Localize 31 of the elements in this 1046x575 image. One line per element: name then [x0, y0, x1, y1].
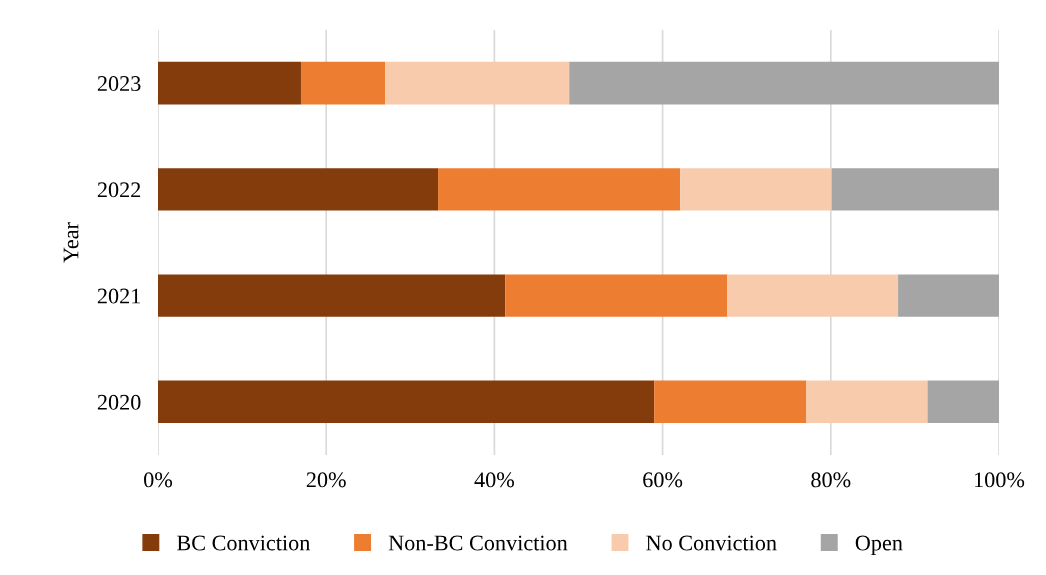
- bar: [569, 61, 999, 105]
- legend-label: BC Conviction: [177, 535, 311, 551]
- bar: [680, 168, 832, 211]
- x-tick-label: 20%: [306, 472, 346, 488]
- legend-label: No Conviction: [646, 535, 777, 551]
- bar: [654, 380, 807, 424]
- bar: [898, 274, 999, 317]
- y-axis-title: Year: [63, 222, 79, 263]
- bar: [158, 380, 655, 424]
- bar: [505, 274, 728, 317]
- x-tick-label: 60%: [643, 472, 683, 488]
- bar: [727, 274, 899, 317]
- bar: [158, 274, 506, 317]
- bar: [158, 61, 301, 105]
- y-tick-label: 2020: [97, 394, 141, 410]
- bar: [831, 168, 999, 211]
- x-tick-label: 40%: [474, 472, 515, 488]
- bar: [158, 168, 439, 211]
- y-tick-label: 2023: [97, 76, 141, 92]
- x-tick-label: 0%: [144, 472, 173, 488]
- y-tick-label: 2021: [97, 288, 140, 304]
- x-tick-label: 100%: [975, 472, 1025, 488]
- bar: [806, 380, 928, 424]
- y-tick-label: 2022: [97, 182, 141, 198]
- legend-label: Open: [855, 535, 903, 555]
- legend-label: Non-BC Conviction: [388, 535, 568, 551]
- bar: [438, 168, 681, 211]
- bar: [300, 61, 386, 105]
- bar: [927, 380, 999, 424]
- bar: [385, 61, 570, 105]
- x-tick-label: 80%: [811, 472, 851, 488]
